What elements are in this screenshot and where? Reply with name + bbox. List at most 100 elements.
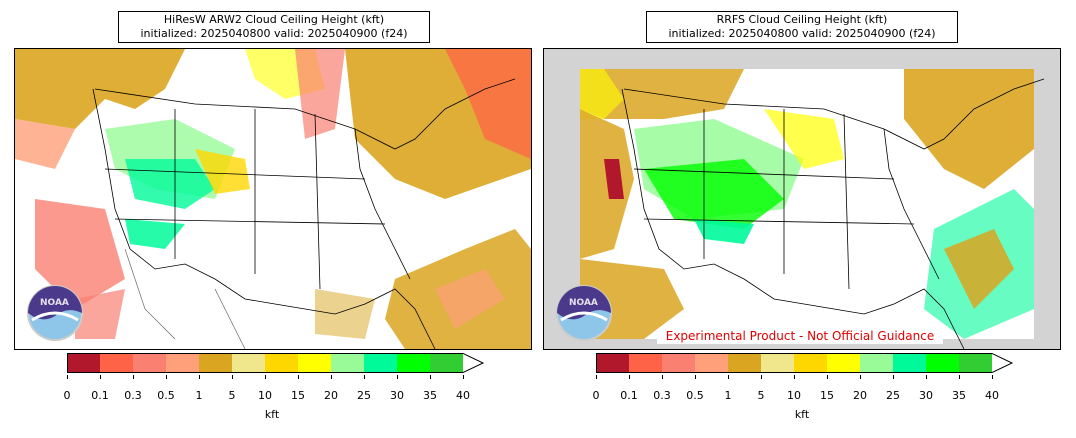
left-boundaries (92, 78, 516, 349)
left-map-svg (15, 49, 531, 349)
left-panel-title: HiResW ARW2 Cloud Ceiling Height (kft) i… (118, 11, 430, 43)
left-mexico-coast (124, 248, 246, 349)
left-colorbar-tick (463, 375, 464, 379)
right-colorbar-tick-label: 5 (757, 389, 765, 402)
right-colorbar-cell (959, 353, 992, 373)
right-map-svg (544, 49, 1060, 349)
left-colorbar-tick-label: 20 (324, 389, 338, 402)
right-noaa-logo-text: NOAA (569, 298, 598, 308)
right-colorbar-tick (596, 375, 597, 379)
right-colorbar-tick-label: 0 (592, 389, 600, 402)
left-noaa-logo-text: NOAA (40, 298, 69, 308)
left-colorbar-tick-label: 0.3 (124, 389, 142, 402)
left-colorbar-tick-label: 0.5 (157, 389, 175, 402)
right-colorbar-tick (926, 375, 927, 379)
right-colorbar-tick-label: 40 (985, 389, 999, 402)
left-colorbar-tick-label: 1 (195, 389, 203, 402)
right-colorbar-tick (992, 375, 993, 379)
right-colorbar-tick-label: 0.1 (620, 389, 638, 402)
right-map (543, 48, 1061, 350)
left-colorbar-tick-label: 30 (390, 389, 404, 402)
left-colorbar-tick (364, 375, 365, 379)
left-colorbar-cell (199, 353, 232, 373)
right-colorbar-cell (893, 353, 926, 373)
right-colorbar-tick-label: 1 (724, 389, 732, 402)
left-colorbar-tick (397, 375, 398, 379)
left-colorbar-tick (133, 375, 134, 379)
right-title-line1: RRFS Cloud Ceiling Height (kft) (716, 13, 888, 26)
left-colorbar-cell (397, 353, 430, 373)
right-colorbar-cell (695, 353, 728, 373)
right-colorbar-extend-arrow (992, 353, 1014, 373)
left-title-line2: initialized: 2025040800 valid: 202504090… (140, 27, 408, 40)
left-colorbar-cell (133, 353, 166, 373)
experimental-watermark: Experimental Product - Not Official Guid… (657, 329, 943, 344)
right-title-line2: initialized: 2025040800 valid: 202504090… (668, 27, 936, 40)
right-colorbar-cell (926, 353, 959, 373)
right-colorbar-cell (860, 353, 893, 373)
left-colorbar-tick-label: 40 (456, 389, 470, 402)
right-panel-title: RRFS Cloud Ceiling Height (kft) initiali… (646, 11, 958, 43)
right-colorbar-cell (827, 353, 860, 373)
right-colorbar-tick (728, 375, 729, 379)
left-colorbar-tick-label: 5 (228, 389, 236, 402)
right-colorbar (596, 353, 1014, 375)
right-colorbar-tick (860, 375, 861, 379)
right-colorbar-cell (728, 353, 761, 373)
left-colorbar-tick (166, 375, 167, 379)
right-colorbar-cell (629, 353, 662, 373)
left-colorbar-tick-label: 0.1 (91, 389, 109, 402)
right-colorbar-unit: kft (794, 408, 810, 421)
left-colorbar-cell (67, 353, 100, 373)
left-map (14, 48, 532, 350)
right-colorbar-tick-label: 10 (787, 389, 801, 402)
left-colorbar-tick (430, 375, 431, 379)
left-colorbar-extend-arrow (463, 353, 485, 373)
left-colorbar-tick-label: 25 (357, 389, 371, 402)
right-colorbar-tick-label: 35 (952, 389, 966, 402)
left-colorbar-tick-label: 15 (291, 389, 305, 402)
right-colorbar-tick (959, 375, 960, 379)
left-colorbar-cell (100, 353, 133, 373)
left-colorbar-cell (298, 353, 331, 373)
right-colorbar-tick (827, 375, 828, 379)
left-colorbar-cell (364, 353, 397, 373)
left-noaa-logo (27, 285, 83, 341)
right-colorbar-cell (761, 353, 794, 373)
right-colorbar-tick-label: 25 (886, 389, 900, 402)
left-colorbar-cell (430, 353, 463, 373)
left-ceiling-field (15, 49, 531, 349)
right-noaa-logo (556, 285, 612, 341)
right-colorbar-tick (893, 375, 894, 379)
right-colorbar-tick (629, 375, 630, 379)
left-colorbar-tick (100, 375, 101, 379)
left-colorbar-tick (331, 375, 332, 379)
left-colorbar-tick-label: 10 (258, 389, 272, 402)
left-colorbar-cell (166, 353, 199, 373)
left-colorbar-tick (265, 375, 266, 379)
right-colorbar-tick-label: 0.3 (653, 389, 671, 402)
left-colorbar-cell (232, 353, 265, 373)
left-colorbar-cell (331, 353, 364, 373)
right-boundaries (621, 78, 1045, 349)
right-colorbar-tick (695, 375, 696, 379)
right-colorbar-tick (662, 375, 663, 379)
right-colorbar-tick-label: 0.5 (686, 389, 704, 402)
right-colorbar-tick-label: 15 (820, 389, 834, 402)
right-colorbar-tick (794, 375, 795, 379)
left-colorbar-tick-label: 35 (423, 389, 437, 402)
right-colorbar-cell (596, 353, 629, 373)
left-colorbar-tick-label: 0 (63, 389, 71, 402)
left-colorbar-cell (265, 353, 298, 373)
left-colorbar-tick (199, 375, 200, 379)
left-colorbar-unit: kft (264, 408, 280, 421)
right-colorbar-cell (662, 353, 695, 373)
left-colorbar-tick (298, 375, 299, 379)
right-colorbar-tick (761, 375, 762, 379)
left-colorbar (67, 353, 485, 375)
left-colorbar-tick (232, 375, 233, 379)
left-colorbar-tick (67, 375, 68, 379)
right-colorbar-cell (794, 353, 827, 373)
left-title-line1: HiResW ARW2 Cloud Ceiling Height (kft) (163, 13, 385, 26)
right-colorbar-tick-label: 30 (919, 389, 933, 402)
